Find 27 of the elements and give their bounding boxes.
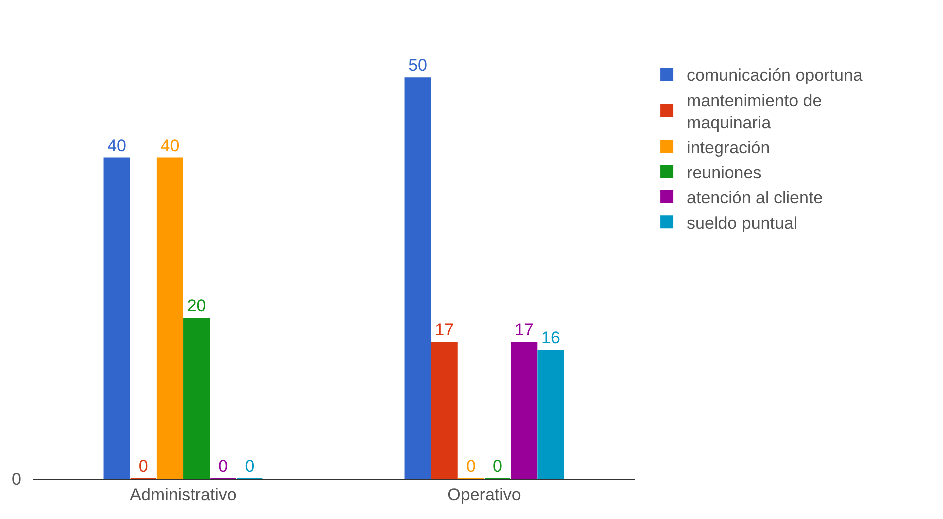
data-label: 17 <box>435 320 454 340</box>
x-tick-label: Administrativo <box>130 485 237 504</box>
data-label: 40 <box>160 136 180 156</box>
bar <box>104 158 130 479</box>
data-label: 17 <box>514 320 534 340</box>
data-label: 0 <box>493 457 503 476</box>
x-tick-label: Operativo <box>448 485 522 504</box>
data-label: 0 <box>218 457 228 476</box>
data-label: 20 <box>187 296 206 316</box>
legend-label: reuniones <box>687 164 762 183</box>
bar <box>404 78 432 479</box>
text: 0 <box>12 470 22 489</box>
data-label: 16 <box>542 328 560 348</box>
bar <box>511 342 538 479</box>
legend-label: atención al cliente <box>687 188 824 208</box>
legend-label: comunicación oportuna <box>687 66 864 86</box>
data-label: 40 <box>108 136 126 156</box>
bar <box>156 158 184 479</box>
data-label: 50 <box>408 56 428 76</box>
bar <box>184 318 210 479</box>
legend-label: integración <box>687 138 770 158</box>
bar <box>431 342 458 479</box>
data-label: 0 <box>466 457 476 476</box>
bar <box>538 350 564 479</box>
legend-label: sueldo puntual <box>687 214 798 233</box>
data-label: 0 <box>245 457 255 476</box>
data-label: 0 <box>138 457 148 476</box>
